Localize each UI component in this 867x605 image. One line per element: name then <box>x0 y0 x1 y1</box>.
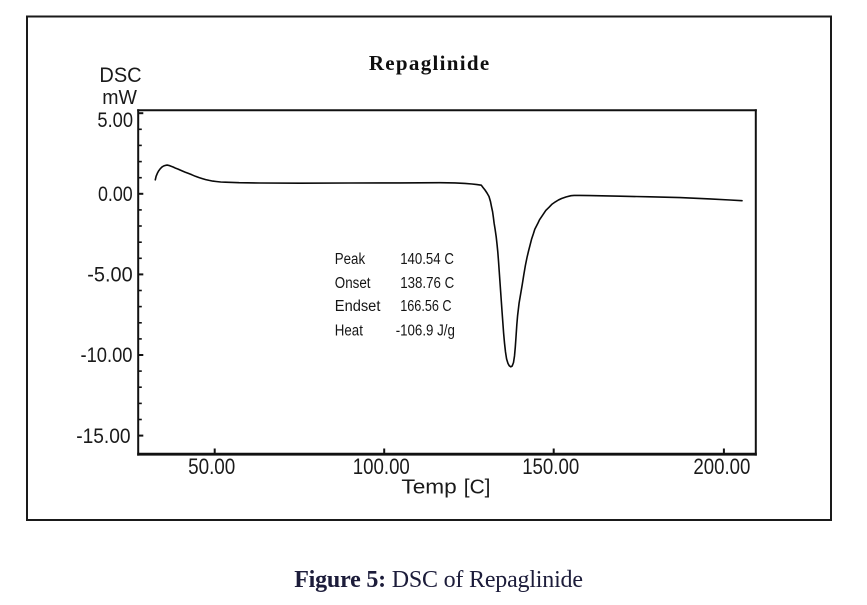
svg-text:Temp: Temp <box>401 476 456 499</box>
svg-text:Peak: Peak <box>335 251 366 268</box>
svg-text:166.56 C: 166.56 C <box>400 298 451 315</box>
svg-text:140.54 C: 140.54 C <box>400 251 454 268</box>
svg-text:DSC: DSC <box>99 64 141 87</box>
svg-text:Repaglinide: Repaglinide <box>369 51 489 75</box>
svg-text:-106.9 J/g: -106.9 J/g <box>396 322 455 339</box>
svg-text:-15.00: -15.00 <box>76 425 130 448</box>
svg-text:150.00: 150.00 <box>522 454 579 479</box>
svg-text:mW: mW <box>102 87 137 109</box>
svg-text:-5.00: -5.00 <box>87 264 132 287</box>
svg-text:-10.00: -10.00 <box>81 344 133 367</box>
svg-text:0.00: 0.00 <box>98 183 133 206</box>
svg-text:5.00: 5.00 <box>97 109 133 132</box>
svg-text:200.00: 200.00 <box>693 454 750 479</box>
svg-text:Heat: Heat <box>335 322 364 339</box>
svg-text:138.76 C: 138.76 C <box>400 275 454 292</box>
svg-text:[C]: [C] <box>464 476 491 499</box>
svg-text:Onset: Onset <box>335 275 371 292</box>
svg-text:Endset: Endset <box>335 298 381 315</box>
svg-text:50.00: 50.00 <box>188 454 235 479</box>
svg-text:100.00: 100.00 <box>353 454 410 479</box>
